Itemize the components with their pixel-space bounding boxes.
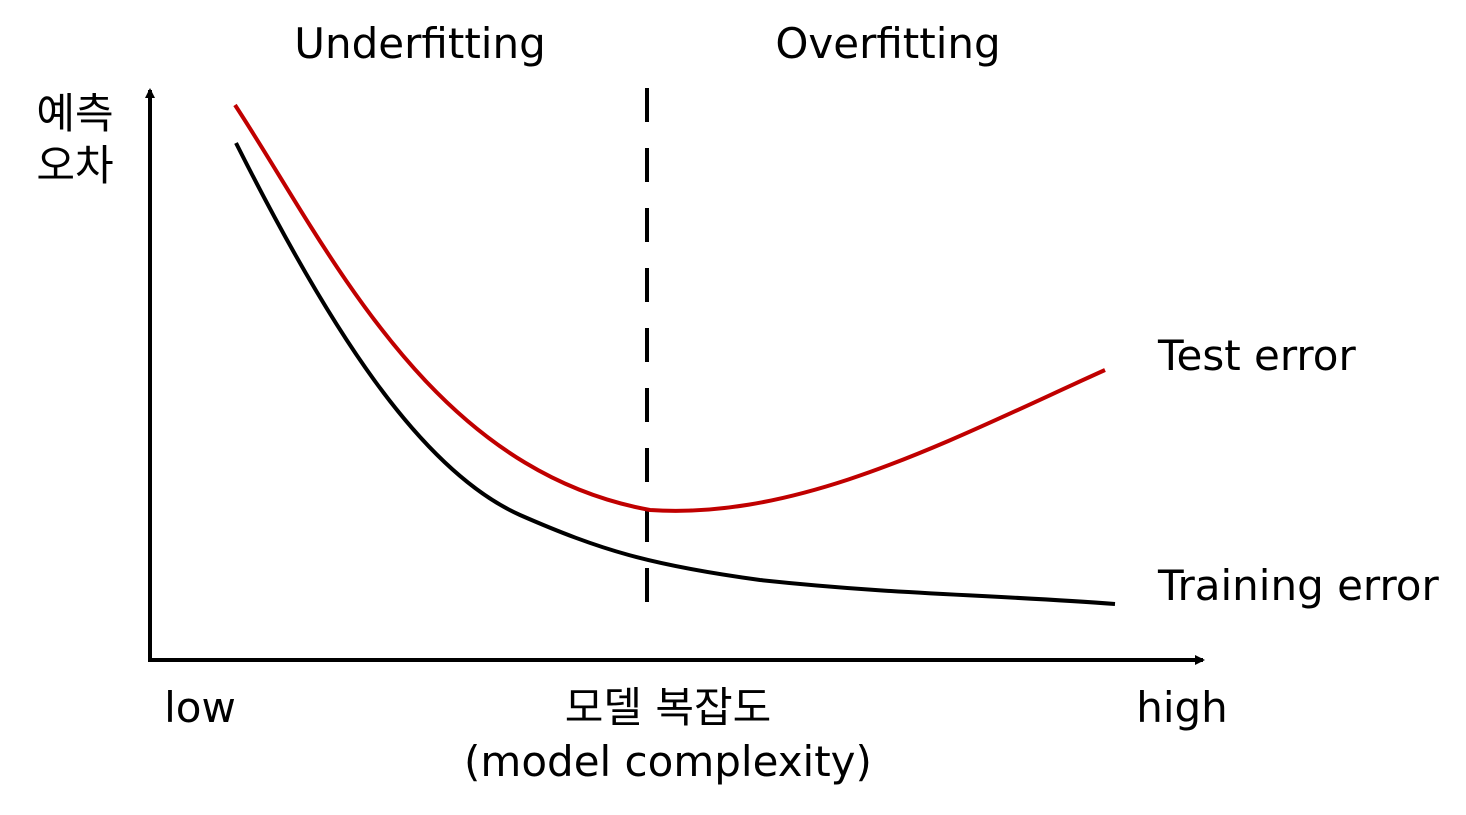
y-axis-label: 오차: [36, 141, 113, 190]
test-error-curve: [233, 103, 1106, 513]
region-label: Overfitting: [775, 19, 1000, 68]
region-label: Underfitting: [294, 19, 545, 68]
y-axis-label: 예측: [36, 89, 113, 138]
x-axis-sublabel: (model complexity): [464, 737, 872, 786]
curve-label: Test error: [1157, 331, 1356, 380]
x-high-label: high: [1136, 683, 1228, 732]
curve-label: Training error: [1157, 561, 1439, 610]
x-axis-label: 모델 복잡도: [565, 683, 772, 732]
x-low-label: low: [164, 683, 236, 732]
training-error-curve: [234, 142, 1116, 606]
